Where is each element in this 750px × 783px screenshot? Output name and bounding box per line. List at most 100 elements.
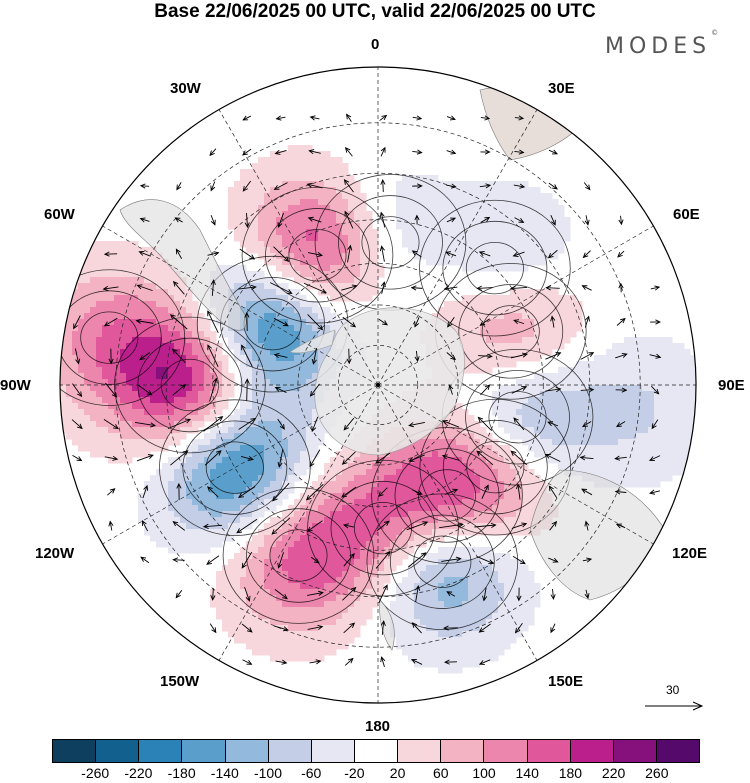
field-cell bbox=[312, 577, 319, 584]
field-cell bbox=[366, 583, 373, 590]
field-cell bbox=[126, 253, 133, 260]
field-cell bbox=[600, 427, 607, 434]
field-cell bbox=[678, 445, 685, 452]
field-cell bbox=[570, 391, 577, 398]
field-cell bbox=[102, 373, 109, 380]
field-cell bbox=[528, 427, 535, 434]
field-cell bbox=[576, 385, 583, 392]
field-cell bbox=[258, 565, 265, 572]
field-cell bbox=[138, 373, 145, 380]
field-cell bbox=[192, 391, 199, 398]
field-cell bbox=[672, 409, 679, 416]
field-cell bbox=[216, 367, 223, 374]
field-cell bbox=[330, 235, 337, 242]
field-cell bbox=[72, 355, 79, 362]
field-cell bbox=[138, 511, 145, 518]
field-cell bbox=[408, 601, 415, 608]
field-cell bbox=[588, 391, 595, 398]
field-cell bbox=[354, 517, 361, 524]
field-cell bbox=[78, 289, 85, 296]
field-cell bbox=[330, 493, 337, 500]
field-cell bbox=[114, 325, 121, 332]
field-cell bbox=[210, 469, 217, 476]
field-cell bbox=[462, 511, 469, 518]
field-cell bbox=[312, 589, 319, 596]
field-cell bbox=[594, 421, 601, 428]
field-cell bbox=[294, 427, 301, 434]
field-cell bbox=[624, 385, 631, 392]
field-cell bbox=[498, 295, 505, 302]
field-cell bbox=[258, 403, 265, 410]
field-cell bbox=[480, 469, 487, 476]
field-cell bbox=[528, 601, 535, 608]
field-cell bbox=[492, 565, 499, 572]
field-cell bbox=[90, 355, 97, 362]
field-cell bbox=[228, 337, 235, 344]
field-cell bbox=[300, 433, 307, 440]
field-cell bbox=[528, 301, 535, 308]
field-cell bbox=[396, 517, 403, 524]
field-cell bbox=[486, 469, 493, 476]
field-cell bbox=[414, 535, 421, 542]
field-cell bbox=[276, 307, 283, 314]
field-cell bbox=[204, 325, 211, 332]
field-cell bbox=[468, 553, 475, 560]
field-cell bbox=[444, 259, 451, 266]
field-cell bbox=[288, 163, 295, 170]
field-cell bbox=[504, 475, 511, 482]
field-cell bbox=[654, 385, 661, 392]
field-cell bbox=[624, 463, 631, 470]
field-cell bbox=[456, 415, 463, 422]
field-cell bbox=[222, 427, 229, 434]
field-cell bbox=[186, 301, 193, 308]
field-cell bbox=[516, 559, 523, 566]
field-cell bbox=[624, 409, 631, 416]
field-cell bbox=[546, 403, 553, 410]
field-cell bbox=[306, 187, 313, 194]
field-cell bbox=[318, 613, 325, 620]
field-cell bbox=[318, 601, 325, 608]
field-cell bbox=[510, 385, 517, 392]
field-cell bbox=[90, 253, 97, 260]
field-cell bbox=[138, 505, 145, 512]
field-cell bbox=[546, 325, 553, 332]
field-cell bbox=[606, 463, 613, 470]
field-cell bbox=[402, 505, 409, 512]
field-cell bbox=[252, 217, 259, 224]
field-cell bbox=[396, 619, 403, 626]
field-cell bbox=[288, 535, 295, 542]
field-cell bbox=[414, 583, 421, 590]
field-cell bbox=[348, 217, 355, 224]
field-cell bbox=[294, 145, 301, 152]
field-cell bbox=[294, 355, 301, 362]
field-cell bbox=[282, 283, 289, 290]
field-cell bbox=[480, 427, 487, 434]
field-cell bbox=[150, 361, 157, 368]
field-cell bbox=[150, 397, 157, 404]
field-cell bbox=[486, 199, 493, 206]
field-cell bbox=[450, 259, 457, 266]
field-cell bbox=[504, 193, 511, 200]
field-cell bbox=[438, 523, 445, 530]
field-cell bbox=[66, 379, 73, 386]
field-cell bbox=[330, 253, 337, 260]
field-cell bbox=[102, 331, 109, 338]
field-cell bbox=[180, 547, 187, 554]
field-cell bbox=[120, 253, 127, 260]
field-cell bbox=[246, 283, 253, 290]
field-cell bbox=[552, 211, 559, 218]
field-cell bbox=[102, 277, 109, 284]
field-cell bbox=[270, 619, 277, 626]
field-cell bbox=[234, 619, 241, 626]
field-cell bbox=[360, 541, 367, 548]
field-cell bbox=[612, 457, 619, 464]
field-cell bbox=[354, 601, 361, 608]
field-cell bbox=[288, 487, 295, 494]
field-cell bbox=[132, 403, 139, 410]
field-cell bbox=[318, 319, 325, 326]
field-cell bbox=[348, 271, 355, 278]
field-cell bbox=[114, 289, 121, 296]
field-cell bbox=[486, 607, 493, 614]
field-cell bbox=[288, 427, 295, 434]
field-cell bbox=[228, 433, 235, 440]
